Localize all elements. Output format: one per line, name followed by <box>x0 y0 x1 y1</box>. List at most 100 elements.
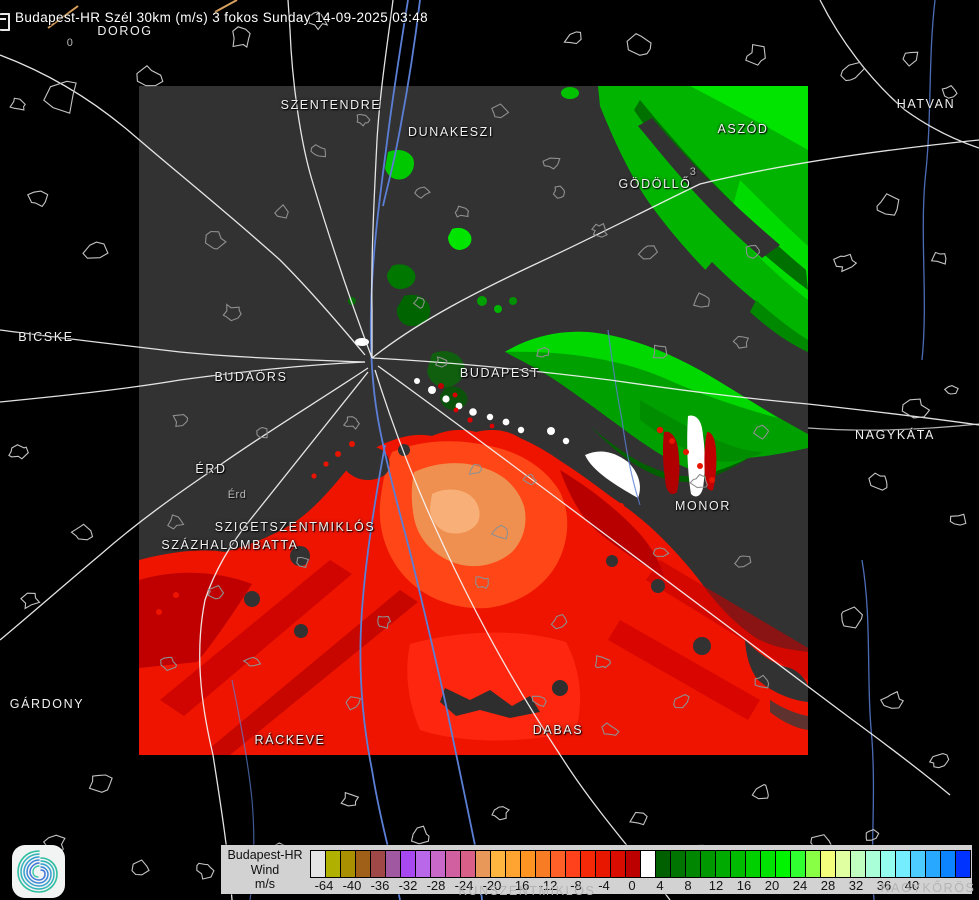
village-outline <box>751 783 769 800</box>
village-outline <box>204 230 227 250</box>
village-outline <box>591 222 609 238</box>
road-number-label: 0 <box>66 37 74 49</box>
road-m3 <box>371 139 979 359</box>
legend-tick: 40 <box>904 878 920 893</box>
village-outline <box>752 424 770 440</box>
legend-color-cell <box>850 850 866 878</box>
village-outline <box>902 51 919 67</box>
village-outline <box>563 31 582 45</box>
road-number-label: 3 <box>689 166 697 178</box>
village-outline <box>901 398 931 419</box>
village-outline <box>689 473 708 489</box>
village-outline <box>733 555 752 568</box>
village-outline <box>930 251 947 265</box>
legend-color-cell <box>955 850 971 878</box>
rackeve-branch <box>359 444 401 900</box>
village-outline <box>626 33 652 56</box>
village-outline <box>652 344 668 359</box>
legend-color-cell <box>775 850 791 878</box>
legend-color-cell <box>925 850 941 878</box>
minor-roads <box>47 0 238 29</box>
radar-echo-layer <box>139 86 808 755</box>
legend-color-cell <box>715 850 731 878</box>
legend-color-cell <box>625 850 641 878</box>
legend-field: Wind <box>250 862 280 877</box>
village-outline <box>377 615 392 629</box>
village-outline <box>468 463 483 476</box>
village-outline <box>876 193 900 216</box>
village-outline <box>491 103 510 119</box>
legend-color-cell <box>445 850 461 878</box>
village-outline <box>82 241 109 259</box>
legend-tick: -20 <box>482 878 502 893</box>
legend-color-cell <box>415 850 431 878</box>
legend-color-cell <box>475 850 491 878</box>
village-outline <box>865 828 880 841</box>
legend-tick: -40 <box>342 878 362 893</box>
legend-tick: -16 <box>510 878 530 893</box>
legend-color-cell <box>880 850 896 878</box>
legend-color-cell <box>655 850 671 878</box>
village-outline <box>356 113 371 127</box>
village-outline <box>535 346 550 358</box>
village-outline <box>131 859 150 876</box>
legend-color-cell <box>505 850 521 878</box>
village-outline <box>88 774 113 793</box>
village-outline <box>745 244 760 260</box>
village-outline <box>222 303 242 322</box>
legend-tick: -36 <box>370 878 390 893</box>
legend-color-cell <box>895 850 911 878</box>
village-outline <box>256 427 268 439</box>
legend-tick: 36 <box>876 878 892 893</box>
village-outline <box>454 205 470 218</box>
village-outline <box>345 696 362 711</box>
echo-green-patches <box>348 150 532 410</box>
legend-color-cell <box>595 850 611 878</box>
village-outline <box>308 11 329 31</box>
village-outline <box>167 514 185 530</box>
river-lines <box>231 0 936 900</box>
legend-color-cell <box>760 850 776 878</box>
legend-unit: m/s <box>254 877 276 891</box>
legend-tick: 8 <box>684 878 692 893</box>
legend-color-cell <box>355 850 371 878</box>
legend-color-cell <box>790 850 806 878</box>
village-outlines <box>8 11 967 880</box>
village-outline <box>552 185 566 199</box>
village-outline <box>601 722 620 736</box>
village-outline <box>550 613 568 630</box>
legend-color-cell <box>460 850 476 878</box>
village-outline <box>745 43 766 66</box>
legend-color-cell <box>580 850 596 878</box>
village-outline <box>207 584 225 600</box>
village-outline <box>490 524 509 540</box>
village-outline <box>172 414 189 428</box>
legend-color-cells <box>310 850 971 878</box>
village-outline <box>9 97 26 111</box>
danube-river <box>369 0 483 900</box>
road-northwest <box>0 54 366 356</box>
village-outline <box>27 190 49 208</box>
village-outline <box>754 674 770 689</box>
legend-tick: -32 <box>398 878 418 893</box>
village-outline <box>949 513 967 526</box>
legend-color-cell <box>730 850 746 878</box>
legend-tick: -28 <box>426 878 446 893</box>
legend-color-cell <box>640 850 656 878</box>
legend-tick: 20 <box>764 878 780 893</box>
danube-west-branch <box>382 0 421 207</box>
legend-color-cell <box>310 850 326 878</box>
village-outline <box>840 61 866 82</box>
legend-tick: 16 <box>736 878 752 893</box>
village-outline <box>629 811 648 826</box>
village-outline <box>70 523 94 541</box>
legend-tick: 0 <box>628 878 636 893</box>
legend-color-cell <box>820 850 836 878</box>
village-outline <box>342 416 360 430</box>
legend-product: Budapest-HR <box>227 848 303 862</box>
legend-tick: 28 <box>820 878 836 893</box>
legend-color-cell <box>385 850 401 878</box>
color-scale-legend: Budapest-HR Wind m/s -64 -40 -36 -32 -28 -24-… <box>221 845 972 894</box>
